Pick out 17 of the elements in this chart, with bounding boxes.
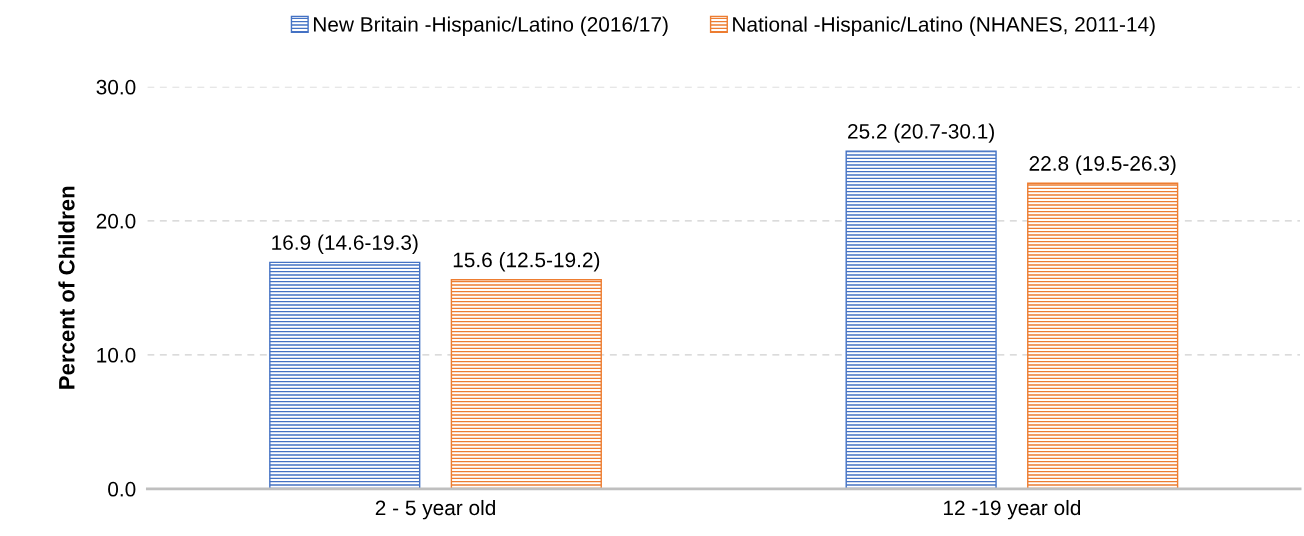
data-label: 25.2 (20.7-30.1): [848, 123, 994, 143]
y-tick-label: 20.0: [96, 213, 136, 229]
y-tick-label: 30.0: [96, 79, 136, 95]
legend-label: New Britain -Hispanic/Latino (2016/17): [313, 16, 668, 36]
bar: [450, 279, 602, 489]
data-label: 22.8 (19.5-26.3): [1029, 155, 1176, 175]
x-tick-label: 12 -19 year old: [944, 499, 1081, 520]
y-tick-label: 10.0: [97, 347, 136, 363]
x-tick-label: 2 - 5 year old: [375, 499, 495, 520]
data-label: 15.6 (12.5-19.2): [453, 252, 600, 272]
y-axis-title: Percent of Children: [58, 186, 75, 389]
data-label: 16.9 (14.6-19.3): [272, 234, 418, 255]
y-tick-label: 0.0: [108, 481, 136, 497]
bar: [1027, 182, 1179, 489]
legend-label: National -Hispanic/Latino (NHANES, 2011-14): [733, 16, 1155, 36]
bar: [845, 150, 997, 489]
bar: [269, 261, 421, 489]
